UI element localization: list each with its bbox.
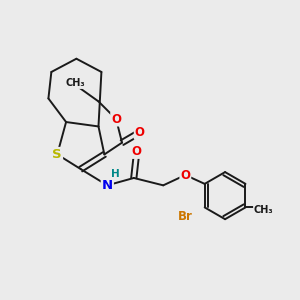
- Text: CH₃: CH₃: [65, 78, 85, 88]
- Text: O: O: [180, 169, 190, 182]
- Text: N: N: [102, 179, 113, 192]
- Text: O: O: [132, 145, 142, 158]
- Text: H: H: [111, 169, 120, 179]
- Text: S: S: [52, 148, 62, 161]
- Text: Br: Br: [178, 210, 193, 223]
- Text: O: O: [111, 112, 121, 126]
- Text: O: O: [135, 126, 145, 139]
- Text: CH₃: CH₃: [254, 206, 274, 215]
